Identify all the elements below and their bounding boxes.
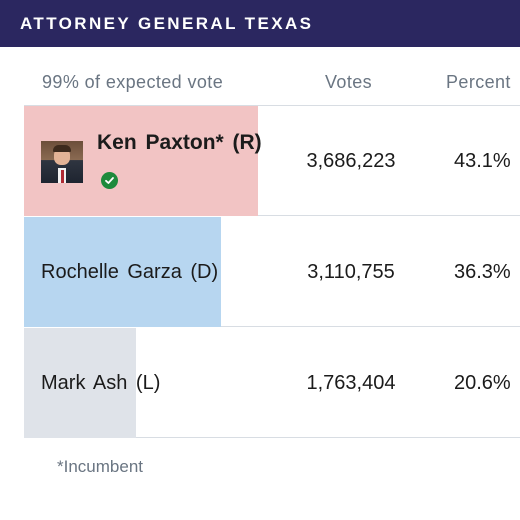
candidate-row: Ken Paxton* (R) 3,686,223 43.1% [24, 106, 520, 216]
incumbent-footnote: *Incumbent [57, 457, 143, 476]
candidate-row: Rochelle Garza (D) 3,110,755 36.3% [24, 217, 520, 327]
votes-column-header: Votes [325, 72, 373, 92]
candidate-name: Rochelle Garza (D) [41, 261, 219, 283]
race-header: ATTORNEY GENERAL TEXAS [0, 0, 520, 47]
winner-check-icon [101, 172, 118, 189]
candidate-votes: 1,763,404 [306, 372, 396, 394]
expected-vote-label: 99% of expected vote [42, 72, 224, 92]
percent-column-header: Percent [446, 72, 511, 92]
race-title: ATTORNEY GENERAL TEXAS [20, 13, 314, 33]
candidate-votes: 3,110,755 [307, 261, 395, 283]
candidate-votes: 3,686,223 [306, 150, 396, 172]
candidate-name: Mark Ash (L) [41, 372, 161, 394]
candidate-percent: 36.3% [454, 261, 511, 283]
vote-share-bar [24, 217, 221, 327]
table-divider [24, 105, 520, 106]
candidate-percent: 43.1% [454, 150, 511, 172]
candidate-percent: 20.6% [454, 372, 511, 394]
vote-share-bar [24, 328, 136, 438]
candidate-name: Ken Paxton* (R) [97, 131, 262, 154]
candidate-photo [41, 141, 83, 183]
candidate-row: Mark Ash (L) 1,763,404 20.6% [24, 328, 520, 438]
